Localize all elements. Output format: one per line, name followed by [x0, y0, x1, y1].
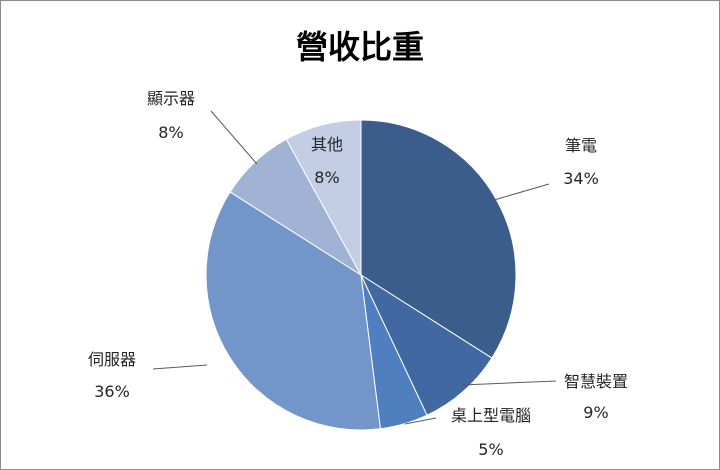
pie-slice [205, 191, 381, 431]
leader-line [152, 364, 208, 370]
leader-lines [152, 110, 557, 425]
pie-slice [359, 273, 493, 416]
slice-percent-label: 8% [314, 168, 339, 187]
pie-slice [360, 119, 517, 359]
slice-label: 顯示器 [147, 89, 195, 108]
slice-label: 筆電 [565, 136, 597, 155]
slice-percent-label: 8% [158, 123, 183, 142]
slice-label: 智慧裝置 [564, 372, 628, 391]
slice-percent-label: 34% [563, 169, 599, 188]
slice-label: 桌上型電腦 [451, 406, 531, 425]
slice-label: 其他 [311, 135, 343, 154]
slice-percent-label: 36% [94, 382, 130, 401]
leader-line [210, 110, 258, 165]
chart-title: 營收比重 [296, 28, 424, 66]
leader-line [493, 183, 550, 201]
slice-percent-label: 9% [583, 403, 608, 422]
data-labels: 筆電 34% 智慧裝置 9% 桌上型電腦 5% 伺服器 36% 顯示器 8% 其他 8% [88, 89, 628, 459]
slice-label: 伺服器 [88, 350, 136, 369]
leader-line [404, 417, 437, 425]
pie-slice [285, 119, 362, 276]
pie-slices [205, 119, 517, 431]
leader-line [461, 380, 557, 386]
slice-percent-label: 5% [478, 440, 503, 459]
